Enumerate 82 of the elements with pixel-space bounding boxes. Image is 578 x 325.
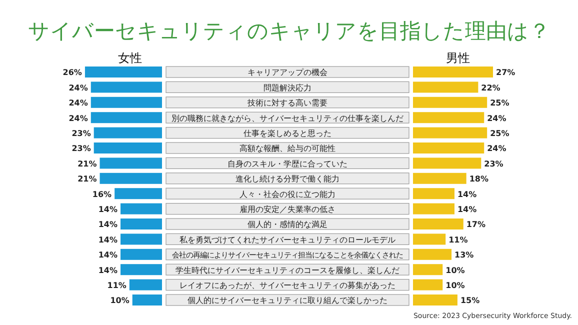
data-label: 10% [110, 296, 130, 306]
data-label: 14% [98, 205, 118, 214]
bar [120, 234, 162, 245]
bar [114, 188, 162, 200]
data-label: 14% [98, 235, 118, 244]
y-tick-label: 別の職務に就きながら、サイバーセキュリティの仕事を楽しんだ [172, 112, 404, 123]
bar [129, 279, 162, 290]
y-tick-label: 私を勇気づけてくれたサイバーセキュリティのロールモデル [180, 234, 396, 244]
bar [94, 127, 162, 138]
bar [84, 66, 162, 78]
data-label: 23% [72, 129, 91, 138]
y-tick-label: 個人的・感情的な満足 [248, 219, 328, 230]
bar [413, 142, 484, 154]
y-tick-label: レイオフにあったが、サイバーセキュリティの募集があった [180, 280, 396, 290]
bar [413, 234, 446, 245]
y-tick-label: 学生時代にサイバーセキュリティのコースを履修し、楽しんだ [176, 264, 400, 275]
data-label: 10% [446, 281, 465, 290]
data-label: 14% [98, 250, 118, 260]
data-label: 14% [98, 220, 118, 230]
y-tick-label: 高額な報酬、給与の可能性 [240, 143, 336, 154]
bar [120, 264, 162, 276]
y-tick-label: 個人的にサイバーセキュリティに取り組んで楽しかった [188, 295, 388, 306]
bar [90, 112, 162, 124]
data-label: 24% [68, 83, 88, 92]
data-label: 21% [78, 174, 97, 184]
bar [413, 188, 454, 200]
data-label: 10% [446, 266, 465, 275]
y-tick-label: 問題解決応力 [264, 82, 312, 92]
bar [132, 294, 162, 306]
bar [413, 112, 484, 124]
bar [90, 96, 162, 108]
data-label: 21% [78, 159, 97, 168]
data-label: 25% [490, 129, 510, 138]
data-label: 25% [490, 98, 510, 108]
bar [413, 66, 493, 78]
data-label: 24% [68, 98, 88, 108]
bar [413, 203, 454, 214]
data-label: 11% [107, 281, 126, 290]
bar [413, 127, 488, 138]
data-label: 16% [92, 190, 112, 199]
data-label: 23% [484, 159, 504, 168]
bar [413, 279, 443, 290]
bar [413, 218, 464, 230]
data-label: 24% [487, 114, 506, 123]
data-label: 27% [496, 68, 516, 78]
data-label: 11% [448, 235, 468, 244]
data-label: 18% [469, 174, 488, 184]
data-label: 14% [457, 205, 477, 214]
y-tick-label: 進化し続ける分野で働く能力 [236, 174, 340, 184]
y-tick-label: キャリアアップの機会 [248, 67, 328, 78]
bar [413, 264, 443, 276]
bar [100, 172, 162, 184]
y-tick-label: 自身のスキル・学歴に合っていた [228, 158, 348, 168]
y-tick-label: 雇用の安定／失業率の低さ [240, 204, 336, 214]
y-tick-label: 技術に対する高い需要 [246, 98, 328, 108]
data-label: 26% [62, 68, 82, 78]
bar [120, 203, 162, 214]
data-label: 24% [68, 114, 88, 123]
y-tick-label: 仕事を楽しめると思った [244, 128, 332, 138]
bar [94, 142, 162, 154]
text: サイバーセキュリティのキャリアを目指した理由は？ [28, 19, 550, 43]
series-label: 女性 [118, 51, 142, 65]
bar [413, 248, 452, 260]
bar [120, 218, 162, 230]
bar [120, 248, 162, 260]
bar [413, 82, 478, 93]
bar [90, 82, 162, 93]
bar [413, 172, 466, 184]
data-label: 15% [460, 296, 480, 306]
data-label: 24% [487, 144, 506, 154]
bar [413, 158, 482, 169]
series-label: 男性 [446, 51, 470, 65]
bar [413, 96, 488, 108]
bar [413, 294, 458, 306]
data-label: 22% [481, 83, 500, 92]
y-tick-label: 人々・社会の役に立つ能力 [240, 188, 336, 199]
bar [100, 158, 162, 169]
data-label: 23% [72, 144, 91, 154]
data-label: 14% [98, 266, 118, 275]
data-label: 14% [457, 190, 477, 199]
data-label: 13% [454, 250, 474, 260]
data-label: 17% [466, 220, 486, 230]
